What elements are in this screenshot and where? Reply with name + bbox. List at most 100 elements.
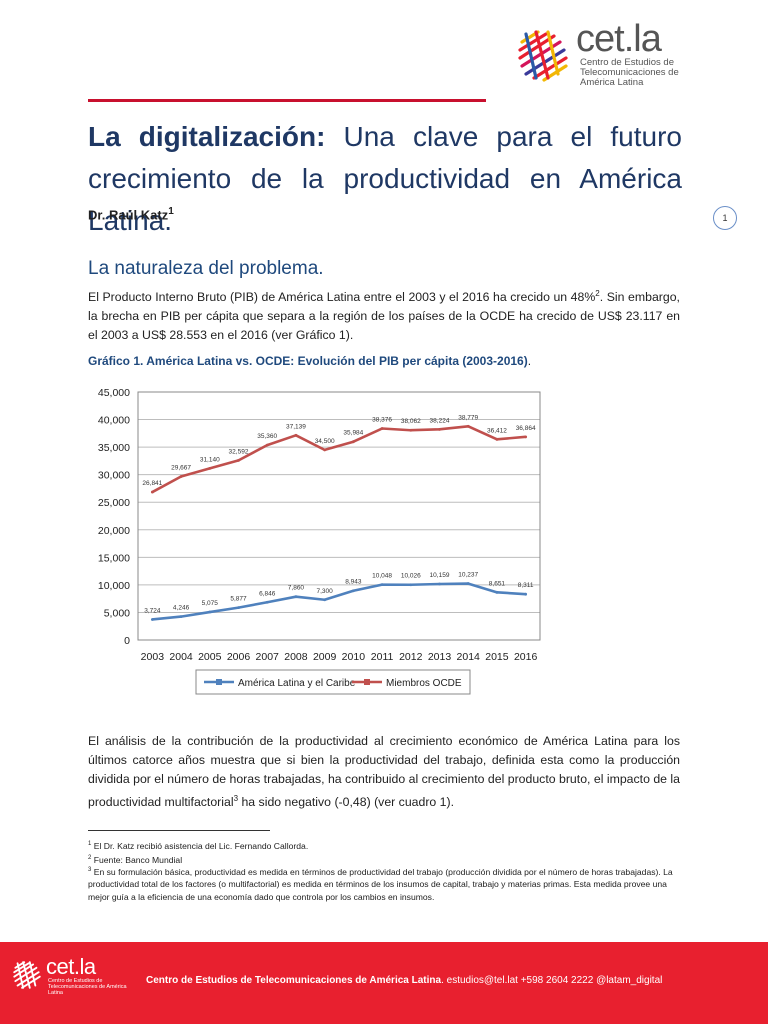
x-tick-label: 2010	[342, 651, 366, 663]
footer-brand-subtitle: Centro de Estudios de Telecomunicaciones…	[48, 978, 127, 996]
footnote-3-text: En su formulación básica, productividad …	[88, 866, 673, 902]
data-label: 10,237	[458, 572, 478, 579]
legend-entry: América Latina y el Caribe	[238, 678, 356, 689]
footnote-3-mark: 3	[88, 867, 92, 873]
data-point	[495, 437, 499, 441]
data-point	[495, 590, 499, 594]
data-label: 35,360	[257, 433, 277, 440]
data-point	[179, 615, 183, 618]
x-tick-label: 2003	[141, 651, 165, 663]
x-tick-label: 2007	[256, 651, 280, 663]
gdp-chart-svg: 0 5,000 10,000 15,000 20,000 25,000 30,000 35,0…	[98, 387, 541, 695]
footnote-mark-2[interactable]: 2	[595, 289, 600, 298]
legend-marker	[364, 679, 370, 685]
paragraph-1-text-a: El Producto Interno Bruto (PIB) de Améri…	[88, 290, 596, 305]
x-tick-label: 2006	[227, 651, 251, 663]
data-label: 31,140	[200, 456, 220, 463]
y-tick-label: 15,000	[98, 552, 130, 564]
data-point	[351, 589, 355, 593]
footnote-rule	[88, 830, 270, 831]
footnote-3: 3 En su formulación básica, productivida…	[88, 864, 680, 903]
x-tick-label: 2014	[457, 651, 481, 663]
series-line-ocde	[151, 424, 526, 494]
paragraph-1: El Producto Interno Bruto (PIB) de Améri…	[88, 284, 680, 345]
data-point	[466, 424, 470, 428]
footer-cetla-mark-icon	[13, 961, 41, 989]
data-label: 26,841	[142, 480, 162, 487]
data-label: 37,139	[286, 423, 306, 430]
data-label: 6,846	[259, 590, 276, 597]
data-point	[524, 592, 528, 596]
data-label: 5,075	[202, 600, 219, 607]
data-point	[380, 427, 384, 430]
data-label: 4,246	[173, 605, 190, 612]
y-tick-label: 0	[124, 635, 130, 647]
data-point	[237, 606, 240, 610]
x-tick-label: 2009	[313, 651, 337, 663]
footer-contact-details[interactable]: . estudios@tel.lat +598 2604 2222 @latam…	[441, 975, 663, 986]
y-tick-label: 10,000	[98, 580, 130, 592]
data-label: 38,062	[401, 418, 421, 425]
section-heading: La naturaleza del problema.	[88, 258, 324, 279]
gdp-chart: 0 5,000 10,000 15,000 20,000 25,000 30,000 35,0…	[88, 380, 558, 696]
chart-legend: América Latina y el Caribe Miembros OCDE	[195, 669, 471, 695]
data-label: 8,311	[518, 582, 534, 589]
data-point	[208, 466, 212, 470]
footnote-1: 1 El Dr. Katz recibió asistencia del Lic…	[88, 838, 680, 852]
footnote-2: 2 Fuente: Banco Mundial	[88, 852, 680, 866]
data-label: 38,376	[372, 417, 392, 424]
y-tick-label: 20,000	[98, 525, 130, 537]
data-label: 7,300	[317, 588, 334, 595]
y-tick-label: 25,000	[98, 497, 130, 509]
legend-box	[195, 669, 471, 695]
x-tick-label: 2015	[485, 651, 509, 663]
data-point	[438, 582, 441, 586]
cetla-mark-icon	[518, 30, 568, 82]
data-label: 34,500	[315, 438, 335, 445]
title-bold: La digitalización:	[88, 121, 326, 152]
data-point	[438, 427, 441, 431]
footnote-2-text: Fuente: Banco Mundial	[91, 854, 183, 865]
data-label: 36,864	[516, 425, 536, 432]
paragraph-2-text-a: El análisis de la contribución de la pro…	[88, 734, 680, 810]
author-footnote-mark[interactable]: 1	[168, 206, 174, 217]
chart-caption-end: .	[527, 354, 532, 368]
chart-caption-text: Gráfico 1. América Latina vs. OCDE: Evol…	[88, 354, 528, 368]
data-point	[351, 440, 355, 444]
footnote-mark-3[interactable]: 3	[233, 794, 239, 803]
footnote-2-mark: 2	[88, 855, 92, 861]
data-label: 29,667	[171, 465, 191, 472]
title-rest: Una clave para el futuro crecimiento de …	[88, 121, 682, 236]
paragraph-1-text-b: . Sin embargo, la brecha en PIB per cápi…	[88, 290, 680, 343]
footer-org: Centro de Estudios de Telecomunicaciones…	[146, 975, 442, 986]
y-tick-label: 35,000	[98, 442, 130, 454]
data-point	[237, 458, 240, 462]
data-point	[265, 600, 269, 604]
data-point	[466, 582, 470, 585]
x-tick-label: 2011	[371, 651, 394, 663]
x-tick-label: 2013	[428, 651, 452, 663]
data-point	[294, 433, 298, 437]
footer-contact: Centro de Estudios de Telecomunicaciones…	[146, 975, 662, 986]
x-tick-label: 2012	[399, 651, 423, 663]
author-name: Dr. Raúl Katz	[88, 207, 169, 223]
data-point	[323, 598, 327, 602]
x-tick-label: 2008	[284, 651, 308, 663]
data-label: 32,592	[229, 448, 249, 455]
data-point	[409, 583, 413, 587]
y-tick-label: 45,000	[98, 387, 130, 399]
cetla-logo: cet.la Centro de Estudios de Telecomunic…	[516, 18, 696, 92]
footer-brand-name: cet.la	[46, 954, 96, 979]
y-tick-label: 30,000	[98, 470, 130, 482]
brand-subtitle: Centro de Estudios de Telecomunicaciones…	[580, 57, 679, 88]
data-point	[208, 610, 212, 614]
page-number: 1	[713, 206, 737, 230]
author: Dr. Raúl Katz1	[88, 206, 174, 222]
data-point	[150, 618, 154, 621]
data-point	[409, 428, 413, 432]
x-tick-label: 2005	[198, 651, 222, 663]
footnote-1-mark: 1	[88, 841, 92, 847]
data-point	[150, 490, 154, 494]
chart-caption: Gráfico 1. América Latina vs. OCDE: Evol…	[88, 354, 531, 368]
footer-logo: cet.la Centro de Estudios de Telecomunic…	[12, 954, 132, 1002]
